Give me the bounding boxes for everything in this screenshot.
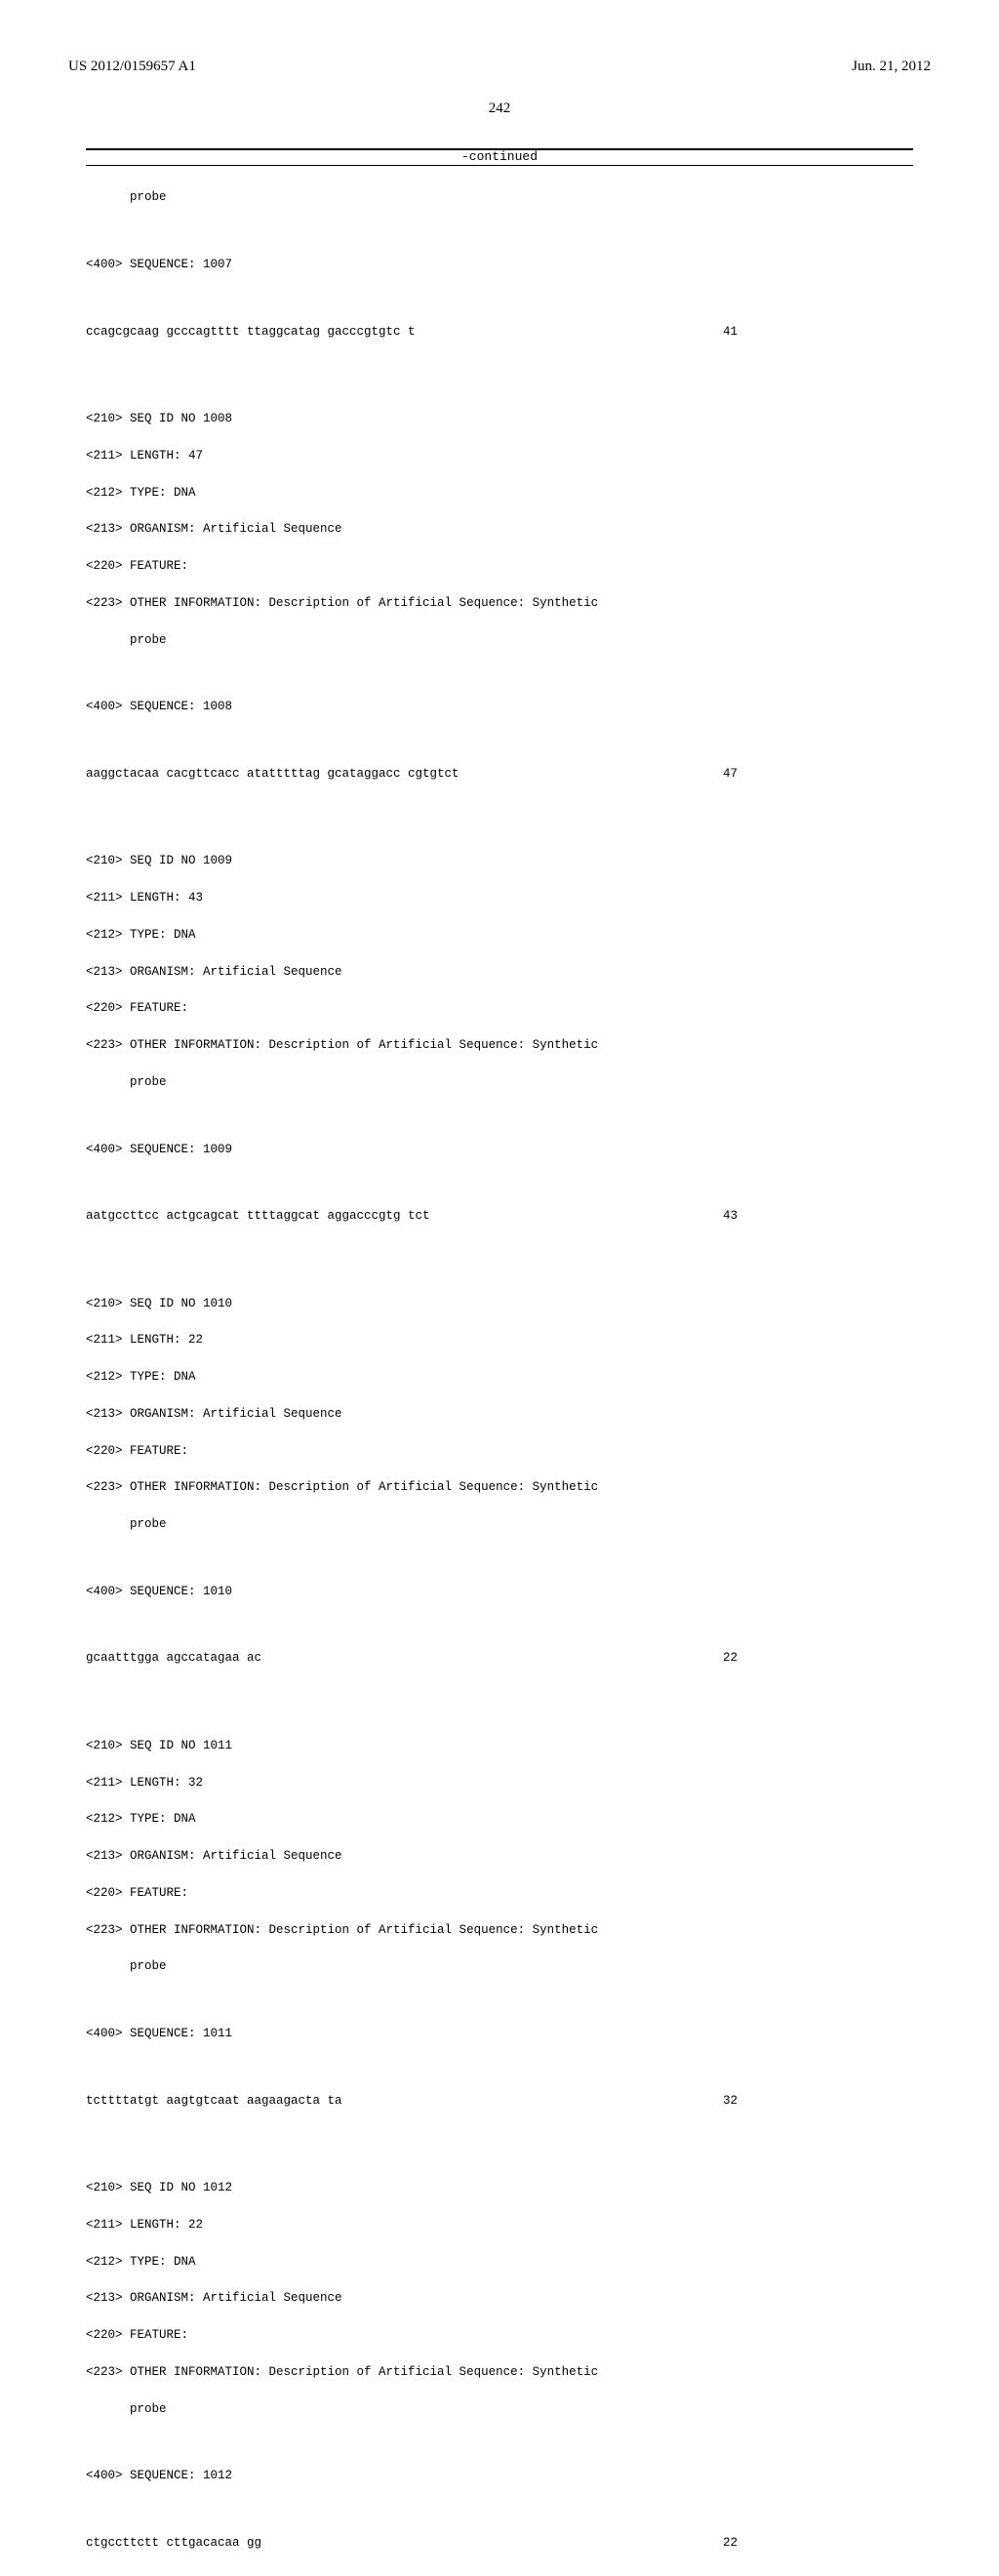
entry-1008-h0: <210> SEQ ID NO 1008 xyxy=(86,411,913,427)
entry-1007-seqlabel: <400> SEQUENCE: 1007 xyxy=(86,257,913,273)
entry-1010-h4: <220> FEATURE: xyxy=(86,1443,913,1460)
entry-1009-h3: <213> ORGANISM: Artificial Sequence xyxy=(86,964,913,981)
entry-1012-h6: probe xyxy=(86,2401,913,2418)
entry-1010-length: 22 xyxy=(723,1650,913,1667)
entry-1008-sequence-row: aaggctacaa cacgttcacc atatttttag gcatagg… xyxy=(86,766,913,783)
sequence-listing: probe <400> SEQUENCE: 1007 ccagcgcaag gc… xyxy=(86,174,913,2576)
entry-1010-sequence: gcaatttgga agccatagaa ac xyxy=(86,1650,261,1667)
entry-1008-h1: <211> LENGTH: 47 xyxy=(86,448,913,464)
entry-1012-seqlabel: <400> SEQUENCE: 1012 xyxy=(86,2468,913,2484)
entry-1012-sequence-row: ctgccttctt cttgacacaa gg 22 xyxy=(86,2535,913,2552)
page: US 2012/0159657 A1 Jun. 21, 2012 242 -co… xyxy=(0,0,999,1288)
entry-1008-h4: <220> FEATURE: xyxy=(86,558,913,575)
continued-rule: -continued xyxy=(86,148,913,166)
entry-1012-h0: <210> SEQ ID NO 1012 xyxy=(86,2180,913,2196)
entry-1011-h4: <220> FEATURE: xyxy=(86,1885,913,1902)
entry-1011-length: 32 xyxy=(723,2093,913,2110)
entry-1011-h2: <212> TYPE: DNA xyxy=(86,1811,913,1828)
entry-1012-h1: <211> LENGTH: 22 xyxy=(86,2217,913,2234)
entry-1012-h3: <213> ORGANISM: Artificial Sequence xyxy=(86,2290,913,2307)
entry-1010-h0: <210> SEQ ID NO 1010 xyxy=(86,1296,913,1312)
entry-1008-h3: <213> ORGANISM: Artificial Sequence xyxy=(86,521,913,538)
entry-1010-h2: <212> TYPE: DNA xyxy=(86,1369,913,1386)
entry-1008-h6: probe xyxy=(86,632,913,649)
entry-1012-h2: <212> TYPE: DNA xyxy=(86,2254,913,2271)
entry-1010-h5: <223> OTHER INFORMATION: Description of … xyxy=(86,1479,913,1496)
entry-1009-h5: <223> OTHER INFORMATION: Description of … xyxy=(86,1037,913,1054)
entry-1008-sequence: aaggctacaa cacgttcacc atatttttag gcatagg… xyxy=(86,766,460,783)
entry-1011-h1: <211> LENGTH: 32 xyxy=(86,1775,913,1791)
entry-1011-h0: <210> SEQ ID NO 1011 xyxy=(86,1738,913,1754)
entry-1008-length: 47 xyxy=(723,766,913,783)
entry-1007-sequence-row: ccagcgcaag gcccagtttt ttaggcatag gacccgt… xyxy=(86,324,913,341)
entry-1009-h6: probe xyxy=(86,1074,913,1091)
entry-1010-h1: <211> LENGTH: 22 xyxy=(86,1332,913,1348)
entry-1009-h4: <220> FEATURE: xyxy=(86,1000,913,1017)
entry-1010-h6: probe xyxy=(86,1516,913,1533)
entry-1008-h5: <223> OTHER INFORMATION: Description of … xyxy=(86,595,913,612)
entry-1010-sequence-row: gcaatttgga agccatagaa ac 22 xyxy=(86,1650,913,1667)
entry-1011-h3: <213> ORGANISM: Artificial Sequence xyxy=(86,1848,913,1865)
entry-1007-length: 41 xyxy=(723,324,913,341)
publication-number: US 2012/0159657 A1 xyxy=(68,59,196,75)
page-header: US 2012/0159657 A1 Jun. 21, 2012 xyxy=(68,59,931,75)
entry-1009-seqlabel: <400> SEQUENCE: 1009 xyxy=(86,1142,913,1158)
entry-1012-length: 22 xyxy=(723,2535,913,2552)
entry-1009-h2: <212> TYPE: DNA xyxy=(86,927,913,944)
entry-1011-seqlabel: <400> SEQUENCE: 1011 xyxy=(86,2026,913,2042)
entry-1009-sequence-row: aatgccttcc actgcagcat ttttaggcat aggaccc… xyxy=(86,1208,913,1225)
publication-date: Jun. 21, 2012 xyxy=(852,59,931,75)
entry-1009-h1: <211> LENGTH: 43 xyxy=(86,890,913,906)
entry-1012-sequence: ctgccttctt cttgacacaa gg xyxy=(86,2535,261,2552)
page-number: 242 xyxy=(68,101,931,117)
entry-1011-sequence-row: tcttttatgt aagtgtcaat aagaagacta ta 32 xyxy=(86,2093,913,2110)
entry-1010-seqlabel: <400> SEQUENCE: 1010 xyxy=(86,1584,913,1600)
entry-1011-h5: <223> OTHER INFORMATION: Description of … xyxy=(86,1922,913,1939)
entry-1012-h4: <220> FEATURE: xyxy=(86,2327,913,2344)
entry-1011-sequence: tcttttatgt aagtgtcaat aagaagacta ta xyxy=(86,2093,342,2110)
entry-1011-h6: probe xyxy=(86,1958,913,1975)
entry-1008-h2: <212> TYPE: DNA xyxy=(86,485,913,502)
entry-1009-sequence: aatgccttcc actgcagcat ttttaggcat aggaccc… xyxy=(86,1208,430,1225)
entry-1009-h0: <210> SEQ ID NO 1009 xyxy=(86,853,913,869)
entry-1007-trailing: probe xyxy=(86,189,913,206)
entry-1012-h5: <223> OTHER INFORMATION: Description of … xyxy=(86,2364,913,2381)
entry-1009-length: 43 xyxy=(723,1208,913,1225)
continued-label: -continued xyxy=(86,149,913,165)
entry-1007-sequence: ccagcgcaag gcccagtttt ttaggcatag gacccgt… xyxy=(86,324,416,341)
entry-1010-h3: <213> ORGANISM: Artificial Sequence xyxy=(86,1406,913,1423)
entry-1008-seqlabel: <400> SEQUENCE: 1008 xyxy=(86,699,913,715)
